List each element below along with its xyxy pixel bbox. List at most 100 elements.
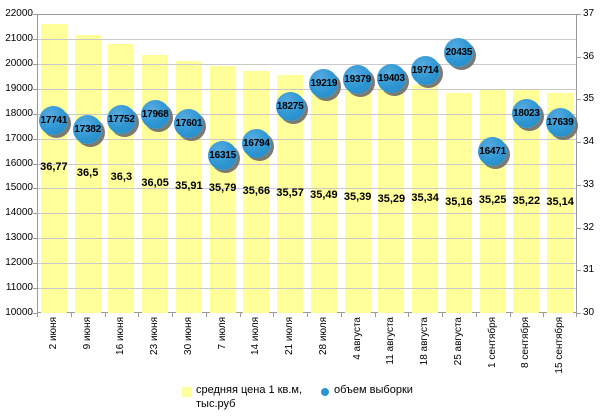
- right-axis-tick: [577, 14, 581, 15]
- bar: [378, 87, 405, 313]
- gridline: [38, 63, 576, 65]
- x-axis-category-label: 15 сентября: [554, 317, 566, 374]
- right-axis-tick-label: 32: [583, 221, 595, 233]
- right-axis-tick-label: 30: [583, 307, 595, 318]
- x-axis-tick: [205, 313, 207, 317]
- bar: [445, 92, 472, 313]
- gridline: [38, 38, 576, 40]
- right-axis-tick-label: 31: [583, 264, 595, 276]
- left-axis-tick: [33, 14, 37, 15]
- x-axis-tick: [273, 313, 275, 317]
- point-value-label: 16471: [479, 146, 507, 158]
- gridline: [38, 263, 576, 265]
- point-marker: 17601: [174, 109, 204, 139]
- bar-value-label: 36,3: [110, 171, 133, 184]
- bar: [142, 54, 169, 313]
- point-value-label: 17382: [74, 123, 102, 135]
- left-axis-tick-label: 22000: [5, 8, 33, 19]
- bar-value-label: 36,5: [76, 167, 99, 180]
- bar-value-label: 35,57: [276, 187, 304, 200]
- left-axis-tick-label: 16000: [5, 157, 33, 169]
- bar-value-label: 35,14: [546, 196, 574, 209]
- x-axis-tick: [138, 313, 140, 317]
- bar: [412, 84, 439, 313]
- legend-bar-label: средняя цена 1 кв.м, тыс.руб: [196, 383, 302, 411]
- point-value-label: 16794: [242, 138, 270, 150]
- point-marker: 17968: [140, 99, 170, 129]
- x-axis-tick: [576, 313, 577, 317]
- legend-bar-swatch-icon: [182, 387, 192, 397]
- x-axis-category-label: 7 июля: [216, 317, 228, 350]
- x-axis-category-label: 1 сентября: [486, 317, 498, 369]
- legend-bar-label-line2: тыс.руб: [196, 398, 236, 410]
- right-axis-tick: [577, 56, 581, 58]
- left-axis-tick-label: 21000: [5, 32, 33, 44]
- x-axis-category-label: 14 июля: [250, 317, 262, 356]
- point-marker: 17741: [39, 105, 69, 135]
- gridline: [38, 88, 576, 90]
- x-axis-category-label: 28 июля: [317, 317, 329, 356]
- right-axis-tick-label: 33: [583, 178, 595, 190]
- bar-value-label: 36,77: [40, 161, 68, 174]
- x-axis-tick: [70, 313, 72, 317]
- x-axis-category-label: 23 июня: [149, 317, 161, 355]
- left-axis-tick: [33, 63, 37, 65]
- legend-point-swatch-icon: [321, 388, 329, 396]
- x-axis-category-label: 11 августа: [385, 317, 397, 365]
- right-axis-tick: [577, 184, 581, 186]
- x-axis-category-label: 4 августа: [351, 317, 363, 360]
- point-value-label: 16315: [209, 150, 237, 162]
- left-axis-tick-label: 19000: [5, 82, 33, 94]
- legend-point-label: объем выборки: [334, 384, 413, 396]
- right-axis-tick-label: 37: [583, 8, 595, 19]
- point-marker: 19403: [376, 64, 406, 94]
- bar-value-label: 35,91: [175, 179, 203, 192]
- bar: [310, 78, 337, 313]
- left-axis-tick-label: 11000: [5, 282, 33, 294]
- point-marker: 16471: [478, 137, 508, 167]
- bar-value-label: 35,16: [445, 195, 473, 208]
- left-axis-tick-label: 12000: [5, 257, 33, 269]
- point-marker: 19379: [343, 64, 373, 94]
- point-value-label: 19403: [377, 73, 405, 85]
- point-value-label: 18275: [276, 101, 304, 113]
- left-axis-tick: [33, 138, 37, 140]
- x-axis-tick: [307, 313, 308, 317]
- bar: [40, 23, 67, 313]
- right-axis-tick: [577, 99, 581, 101]
- bar-value-label: 35,25: [478, 193, 507, 206]
- point-value-label: 17601: [175, 118, 203, 130]
- x-axis-tick: [475, 313, 477, 317]
- x-axis-category-label: 2 июня: [47, 317, 59, 350]
- gridline: [38, 288, 576, 290]
- bar-value-label: 36,05: [141, 176, 169, 189]
- left-axis-tick: [33, 213, 37, 215]
- point-marker: 17382: [73, 114, 103, 144]
- point-marker: 18275: [275, 92, 305, 122]
- left-axis-tick: [33, 163, 37, 165]
- bar-value-label: 35,29: [377, 193, 406, 206]
- point-value-label: 17752: [107, 114, 135, 126]
- x-axis-category-label: 18 августа: [419, 317, 431, 366]
- x-axis-tick: [104, 313, 106, 317]
- gridline: [38, 238, 576, 240]
- right-axis-tick: [577, 313, 581, 314]
- x-axis-tick: [509, 313, 511, 317]
- bar: [344, 82, 371, 313]
- bar-value-label: 35,34: [411, 191, 439, 204]
- bar-value-label: 35,79: [208, 182, 237, 195]
- right-axis-tick: [577, 270, 581, 272]
- point-value-label: 19379: [344, 73, 372, 85]
- x-axis-tick: [37, 313, 38, 317]
- left-axis-tick: [33, 238, 37, 240]
- gridline: [38, 138, 576, 140]
- right-axis-tick-label: 34: [583, 136, 595, 148]
- x-axis-category-label: 16 июня: [115, 317, 127, 355]
- point-marker: 19219: [309, 68, 339, 98]
- left-axis-tick: [33, 38, 37, 40]
- point-marker: 17752: [106, 105, 136, 135]
- right-axis-tick: [577, 142, 581, 144]
- right-axis-tick: [577, 227, 581, 229]
- point-value-label: 20435: [445, 47, 473, 59]
